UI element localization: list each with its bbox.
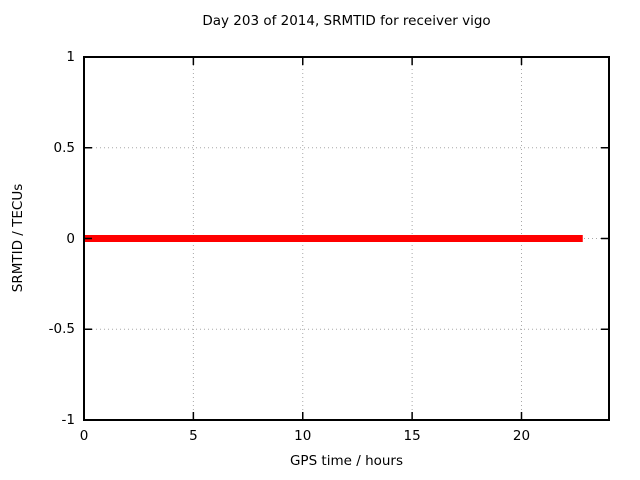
plot-border bbox=[83, 56, 610, 421]
y-tick-label: -0.5 bbox=[48, 321, 75, 338]
y-tick-label: 0 bbox=[66, 230, 75, 247]
chart-title: Day 203 of 2014, SRMTID for receiver vig… bbox=[202, 13, 491, 29]
x-tick-label: 20 bbox=[512, 428, 531, 444]
x-tick-label: 15 bbox=[403, 428, 421, 444]
x-tick-label: 0 bbox=[79, 428, 89, 444]
x-axis-label: GPS time / hours bbox=[289, 453, 404, 469]
y-tick-label: -1 bbox=[61, 412, 75, 428]
x-tick-label: 5 bbox=[189, 428, 198, 444]
y-tick-label: 1 bbox=[66, 49, 75, 65]
x-tick-label: 10 bbox=[294, 428, 312, 444]
y-tick-label: 0.5 bbox=[53, 139, 75, 156]
